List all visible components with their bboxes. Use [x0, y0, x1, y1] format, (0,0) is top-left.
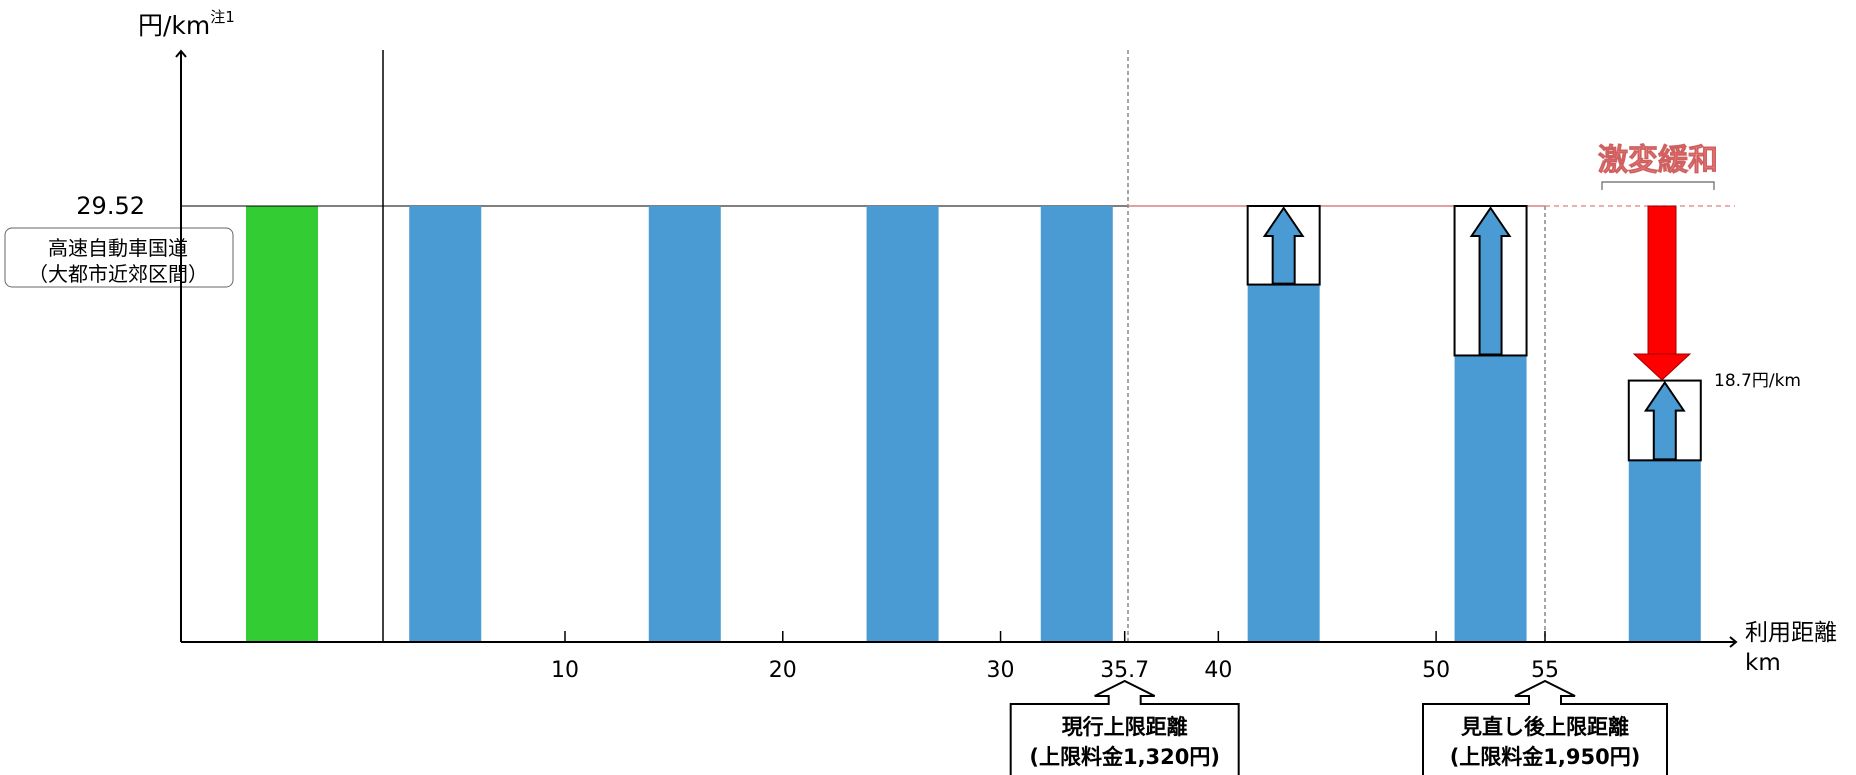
y-reference-value: 29.52: [76, 192, 145, 220]
tick-label-35.7: 35.7: [1100, 658, 1149, 683]
mitigation-bracket: [1601, 181, 1715, 190]
tick-label-55: 55: [1531, 658, 1559, 683]
tick-label-50: 50: [1422, 658, 1450, 683]
callout-2-line1: 見直し後上限距離: [1461, 715, 1629, 739]
callouts-group: 現行上限距離 (上限料金1,320円) 見直し後上限距離 (上限料金1,950円): [1009, 679, 1668, 775]
increase-arrow-6: [1469, 206, 1512, 356]
reference-bar: [246, 206, 318, 642]
bar-3: [866, 206, 939, 642]
bar-5: [1247, 284, 1320, 642]
mitigation-annotation: 激変緩和 18.7円/km: [1598, 143, 1801, 391]
mitigation-value-label: 18.7円/km: [1714, 371, 1801, 391]
mitigation-arrow-shaft: [1647, 205, 1677, 355]
y-axis-note: 注1: [210, 8, 235, 26]
x-axis-unit: km: [1745, 650, 1781, 676]
mitigation-arrow-head: [1632, 353, 1692, 381]
callout-2-line2: (上限料金1,950円): [1450, 745, 1641, 769]
increase-arrows-group: [1246, 205, 1702, 462]
y-axis-label-text: 円/km: [138, 11, 210, 40]
reference-bar-group: 高速自動車国道 （大都市近郊区間）: [4, 206, 318, 642]
increase-arrow-7: [1643, 380, 1686, 461]
mitigation-label: 激変緩和: [1598, 143, 1718, 178]
bar-2: [648, 206, 721, 642]
callout-1-line2: (上限料金1,320円): [1029, 745, 1220, 769]
tick-label-20: 20: [769, 658, 797, 683]
tick-label-30: 30: [987, 658, 1015, 683]
bar-6: [1454, 355, 1527, 642]
x-ticks-group: 10 20 30 35.7 40 50 55: [551, 631, 1559, 683]
callout-box-1: [1009, 679, 1240, 775]
x-axis-label: 利用距離: [1745, 620, 1837, 646]
bar-1: [409, 206, 482, 642]
reference-label-line2: （大都市近郊区間）: [28, 262, 208, 286]
bar-4: [1040, 206, 1113, 642]
tick-label-10: 10: [551, 658, 579, 683]
tick-label-40: 40: [1204, 658, 1232, 683]
bar-7: [1628, 460, 1701, 642]
increase-arrow-5: [1262, 206, 1305, 285]
y-axis-label: 円/km注1: [138, 8, 235, 40]
reference-label-line1: 高速自動車国道: [48, 236, 188, 260]
mitigation-down-arrow: [1632, 205, 1692, 381]
callout-1-line1: 現行上限距離: [1062, 715, 1188, 739]
reference-label-box: [4, 227, 234, 288]
bars-group: [409, 206, 1701, 642]
callout-box-2: [1422, 679, 1668, 775]
